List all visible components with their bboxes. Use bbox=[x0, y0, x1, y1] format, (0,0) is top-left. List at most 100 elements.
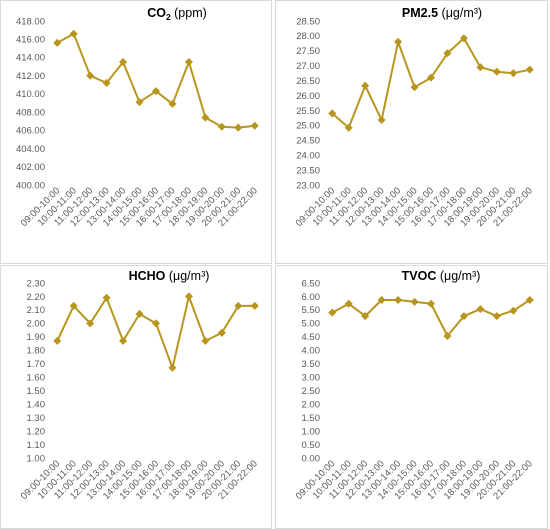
data-point-marker bbox=[361, 312, 370, 321]
y-tick-label: 26.50 bbox=[296, 76, 320, 87]
y-tick-label: 1.00 bbox=[27, 453, 46, 464]
data-point-marker bbox=[377, 295, 386, 304]
y-tick-label: 1.30 bbox=[27, 413, 46, 424]
y-tick-label: 416.00 bbox=[16, 35, 45, 46]
y-tick-label: 2.00 bbox=[27, 319, 46, 330]
data-point-marker bbox=[135, 98, 144, 107]
y-tick-label: 6.50 bbox=[302, 278, 321, 289]
data-point-marker bbox=[459, 34, 468, 43]
y-tick-label: 414.00 bbox=[16, 53, 45, 64]
data-point-marker bbox=[86, 71, 95, 80]
data-point-marker bbox=[151, 319, 161, 328]
y-tick-label: 1.60 bbox=[27, 373, 46, 384]
chart-title: TVOC (μg/m³) bbox=[402, 269, 481, 283]
data-point-marker bbox=[410, 83, 419, 92]
y-tick-label: 2.10 bbox=[27, 305, 46, 316]
y-tick-label: 2.00 bbox=[302, 399, 321, 410]
data-point-marker bbox=[53, 336, 62, 345]
data-point-marker bbox=[168, 99, 177, 108]
data-point-marker bbox=[119, 57, 128, 67]
data-point-marker bbox=[509, 69, 518, 78]
data-point-marker bbox=[53, 38, 62, 47]
y-tick-label: 404.00 bbox=[16, 144, 45, 155]
data-point-marker bbox=[394, 37, 403, 46]
data-point-marker bbox=[328, 308, 337, 317]
y-tick-label: 3.50 bbox=[302, 359, 321, 370]
y-tick-label: 406.00 bbox=[16, 126, 45, 137]
data-point-marker bbox=[344, 123, 353, 132]
data-point-marker bbox=[492, 67, 501, 76]
data-point-marker bbox=[102, 293, 111, 302]
data-point-marker bbox=[426, 299, 436, 308]
y-tick-label: 25.50 bbox=[296, 106, 320, 117]
y-tick-label: 0.00 bbox=[302, 453, 321, 464]
data-point-marker bbox=[525, 295, 534, 304]
data-point-marker bbox=[459, 312, 468, 321]
chart-title: PM2.5 (μg/m³) bbox=[402, 6, 482, 20]
y-tick-label: 1.40 bbox=[27, 399, 46, 410]
data-point-marker bbox=[86, 319, 95, 328]
y-tick-label: 1.80 bbox=[27, 346, 46, 357]
data-point-marker bbox=[201, 113, 210, 122]
y-tick-label: 25.00 bbox=[296, 121, 320, 132]
y-tick-label: 4.00 bbox=[302, 346, 321, 357]
data-point-marker bbox=[69, 301, 78, 310]
y-tick-label: 24.00 bbox=[296, 150, 320, 161]
chart-svg: TVOC (μg/m³) 0.00 0.50 1.00 1.50 2.00 2.50 3.00… bbox=[294, 269, 535, 502]
data-point-marker bbox=[234, 123, 243, 132]
chart-title: CO2 (ppm) bbox=[147, 6, 207, 22]
y-tick-label: 27.00 bbox=[296, 61, 320, 72]
chart-panel-tvoc: TVOC (μg/m³) 0.00 0.50 1.00 1.50 2.00 2.50 3.00… bbox=[275, 265, 548, 529]
y-tick-label: 5.50 bbox=[302, 305, 321, 316]
data-point-marker bbox=[102, 78, 111, 87]
chart-svg: HCHO (μg/m³) 1.00 1.10 1.20 1.30 1.40 1.50 1.60… bbox=[19, 269, 260, 502]
y-tick-label: 1.90 bbox=[27, 332, 46, 343]
data-point-marker bbox=[492, 312, 501, 321]
y-tick-label: 23.50 bbox=[296, 165, 320, 176]
y-tick-label: 2.20 bbox=[27, 292, 46, 303]
data-point-marker bbox=[168, 363, 177, 372]
data-point-marker bbox=[135, 309, 144, 318]
y-tick-label: 1.10 bbox=[27, 440, 46, 451]
y-tick-label: 3.00 bbox=[302, 373, 321, 384]
data-point-marker bbox=[250, 121, 259, 130]
data-point-marker bbox=[476, 305, 485, 314]
data-point-marker bbox=[509, 306, 518, 315]
data-point-marker bbox=[328, 109, 337, 118]
data-point-marker bbox=[377, 115, 386, 125]
series-line bbox=[56, 32, 255, 129]
data-point-marker bbox=[151, 87, 161, 96]
y-tick-label: 412.00 bbox=[16, 71, 45, 82]
y-tick-label: 23.00 bbox=[296, 180, 320, 191]
data-point-marker bbox=[394, 295, 403, 304]
y-tick-label: 2.50 bbox=[302, 386, 321, 397]
y-tick-label: 0.50 bbox=[302, 440, 321, 451]
data-point-marker bbox=[119, 336, 128, 345]
data-point-marker bbox=[344, 299, 353, 308]
chart-panel-hcho: HCHO (μg/m³) 1.00 1.10 1.20 1.30 1.40 1.50 1.60… bbox=[0, 265, 272, 529]
y-tick-label: 410.00 bbox=[16, 89, 45, 100]
y-tick-label: 1.50 bbox=[27, 386, 46, 397]
data-point-marker bbox=[69, 29, 78, 38]
data-point-marker bbox=[250, 301, 259, 310]
y-tick-label: 402.00 bbox=[16, 162, 45, 173]
chart-panel-pm25: PM2.5 (μg/m³) 23.00 23.50 24.00 24.50 25.00 25… bbox=[275, 0, 548, 264]
data-point-marker bbox=[410, 297, 419, 306]
y-tick-label: 26.00 bbox=[296, 91, 320, 102]
y-tick-label: 27.50 bbox=[296, 46, 320, 57]
y-tick-label: 28.50 bbox=[296, 16, 320, 27]
data-point-marker bbox=[184, 292, 193, 301]
chart-panel-co2: CO2 (ppm) 400.00 402.00 404.00 406.00 408.00 4… bbox=[0, 0, 272, 264]
y-tick-label: 1.50 bbox=[302, 413, 321, 424]
data-point-marker bbox=[184, 57, 193, 67]
data-point-marker bbox=[443, 332, 452, 341]
y-tick-label: 24.50 bbox=[296, 136, 320, 147]
data-point-marker bbox=[361, 81, 370, 90]
y-tick-label: 4.50 bbox=[302, 332, 321, 343]
y-tick-label: 6.00 bbox=[302, 292, 321, 303]
y-tick-label: 1.70 bbox=[27, 359, 46, 370]
y-tick-label: 418.00 bbox=[16, 16, 45, 27]
chart-svg: CO2 (ppm) 400.00 402.00 404.00 406.00 408.00 4… bbox=[16, 6, 260, 229]
chart-title: HCHO (μg/m³) bbox=[129, 269, 210, 283]
data-point-marker bbox=[426, 73, 436, 82]
